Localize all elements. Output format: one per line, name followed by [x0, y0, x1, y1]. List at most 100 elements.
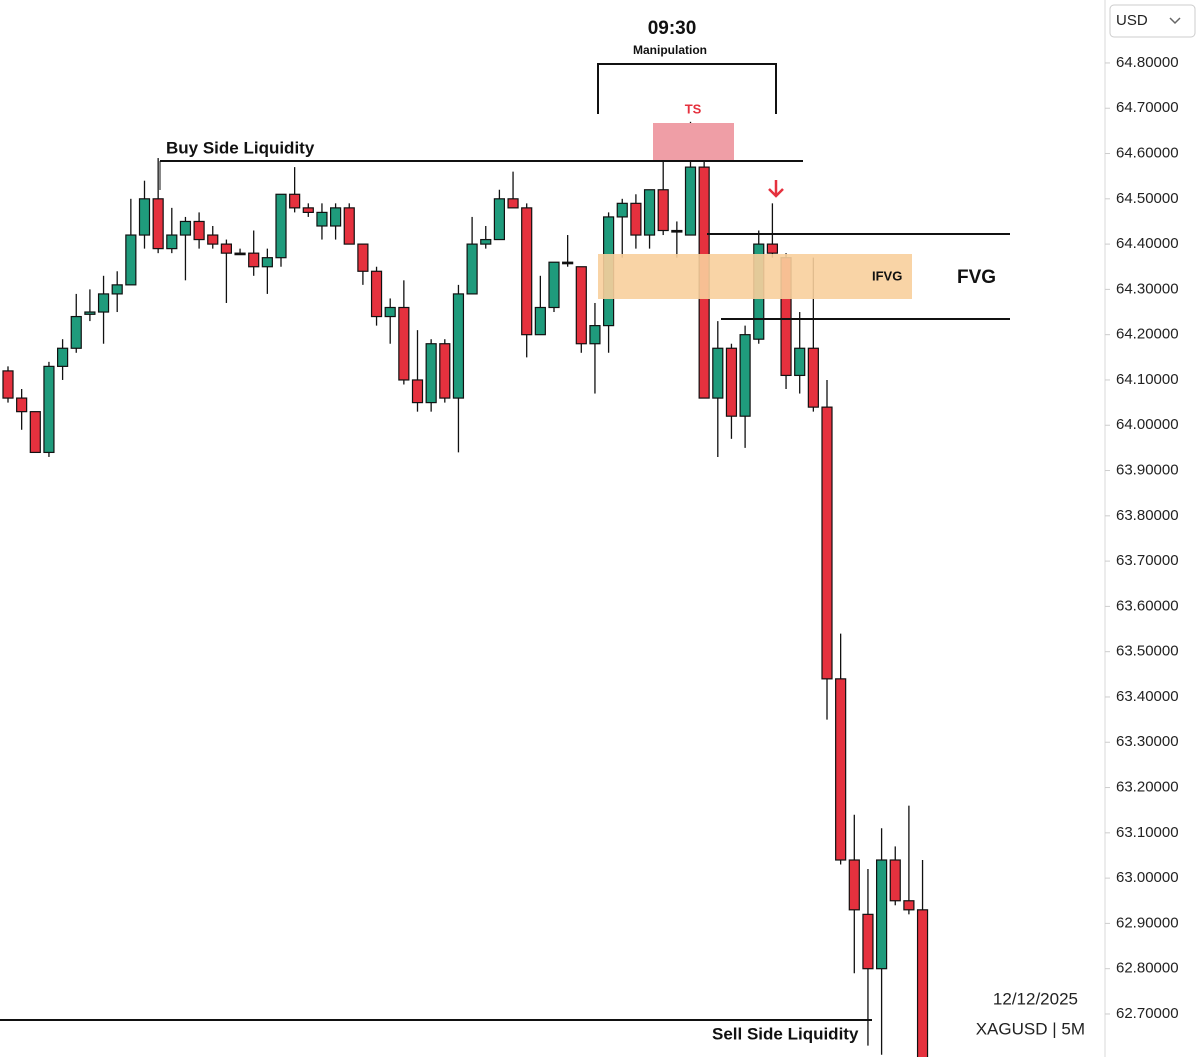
- date-label: 12/12/2025: [993, 989, 1078, 1008]
- y-tick-label: 62.70000: [1116, 1005, 1179, 1022]
- y-tick-label: 63.80000: [1116, 507, 1179, 524]
- down-arrow: [768, 180, 784, 198]
- candle-body: [643, 189, 656, 236]
- candle-body: [766, 243, 779, 254]
- buy-side-label: Buy Side Liquidity: [166, 138, 315, 157]
- candle-body: [562, 261, 574, 265]
- candle-body: [862, 913, 874, 970]
- candle-body: [56, 347, 69, 367]
- candle-body: [712, 347, 724, 399]
- candle-body: [630, 202, 642, 236]
- candle-body: [84, 311, 96, 315]
- symbol-label: XAGUSD | 5M: [976, 1019, 1085, 1038]
- candle-body: [493, 198, 505, 241]
- candle-body: [261, 257, 273, 268]
- y-tick-label: 64.40000: [1116, 235, 1179, 252]
- candle-body: [452, 293, 465, 399]
- y-tick-label: 63.60000: [1116, 597, 1179, 614]
- candle-body: [671, 229, 683, 233]
- currency-dropdown[interactable]: [1109, 4, 1196, 38]
- y-tick-label: 63.10000: [1116, 824, 1179, 841]
- candle-body: [439, 343, 451, 399]
- candle-body: [179, 220, 192, 236]
- candle-body: [70, 315, 82, 349]
- candle-body: [275, 193, 287, 259]
- candle-body: [821, 406, 833, 680]
- y-tick-label: 64.10000: [1116, 371, 1179, 388]
- candle-body: [684, 166, 697, 236]
- candle-body: [794, 347, 806, 377]
- candle-body: [521, 207, 533, 336]
- candle-body: [507, 198, 519, 209]
- ts-label: TS: [685, 101, 702, 116]
- y-tick-label: 64.60000: [1116, 144, 1179, 161]
- y-tick-label: 63.20000: [1116, 779, 1179, 796]
- candle-body: [848, 859, 860, 911]
- candle-body: [343, 207, 355, 245]
- y-tick-label: 63.00000: [1116, 869, 1179, 886]
- candle-body: [466, 243, 478, 295]
- y-tick-label: 64.30000: [1116, 280, 1179, 297]
- y-tick-label: 63.50000: [1116, 643, 1179, 660]
- candle-body: [357, 243, 369, 272]
- candle-body: [248, 252, 260, 268]
- y-tick-label: 63.90000: [1116, 462, 1179, 479]
- candle-body: [330, 207, 342, 227]
- candle-body: [411, 379, 424, 404]
- candle-body: [534, 306, 546, 336]
- candle-body: [316, 211, 328, 227]
- candle-body: [725, 347, 738, 417]
- candle-body: [193, 220, 205, 241]
- candle-body: [398, 306, 410, 381]
- candle-body: [875, 859, 888, 970]
- fvg-label: FVG: [957, 267, 996, 288]
- candle-body: [657, 189, 669, 232]
- candle-body: [289, 193, 301, 209]
- candle-body: [425, 343, 437, 404]
- candle-body: [234, 252, 246, 256]
- dropdown-arrow: [1169, 17, 1181, 25]
- candle-body: [16, 397, 28, 413]
- manipulation-label: Manipulation: [633, 43, 707, 57]
- candle-body: [220, 243, 232, 254]
- y-tick-label: 64.70000: [1116, 99, 1179, 116]
- candle-body: [207, 234, 219, 245]
- candle-body: [2, 370, 14, 399]
- candle-body: [97, 293, 110, 313]
- ifvg-label: IFVG: [872, 268, 902, 283]
- candle-body: [903, 900, 915, 911]
- y-tick-label: 64.50000: [1116, 190, 1179, 207]
- y-tick-label: 64.20000: [1116, 326, 1179, 343]
- candle-body: [807, 347, 819, 408]
- candle-body: [548, 261, 560, 309]
- candle-body: [29, 411, 41, 454]
- candle-body: [739, 334, 751, 417]
- y-tick-label: 63.70000: [1116, 552, 1179, 569]
- y-tick-label: 62.90000: [1116, 914, 1179, 931]
- candle-body: [589, 325, 601, 345]
- candle-body: [152, 198, 164, 250]
- candle-body: [125, 234, 137, 286]
- manipulation-bracket: [597, 63, 777, 114]
- candle-body: [916, 909, 929, 1057]
- candle-body: [480, 238, 492, 245]
- sell-side-label: Sell Side Liquidity: [712, 1024, 859, 1043]
- candle-body: [384, 306, 396, 318]
- y-tick-label: 63.30000: [1116, 733, 1179, 750]
- ifvg-zone: [598, 254, 912, 299]
- candle-body: [370, 270, 383, 318]
- time-label: 09:30: [648, 18, 697, 39]
- currency: USD: [1116, 12, 1148, 29]
- candle-body: [166, 234, 178, 250]
- candle-body: [575, 266, 587, 345]
- y-tick-label: 63.40000: [1116, 688, 1179, 705]
- candle-body: [835, 678, 847, 861]
- y-tick-label: 64.00000: [1116, 416, 1179, 433]
- candle-body: [43, 365, 55, 454]
- y-tick-label: 64.80000: [1116, 54, 1179, 71]
- candle-body: [302, 207, 314, 213]
- candle-body: [889, 859, 901, 902]
- candle-body: [616, 202, 628, 218]
